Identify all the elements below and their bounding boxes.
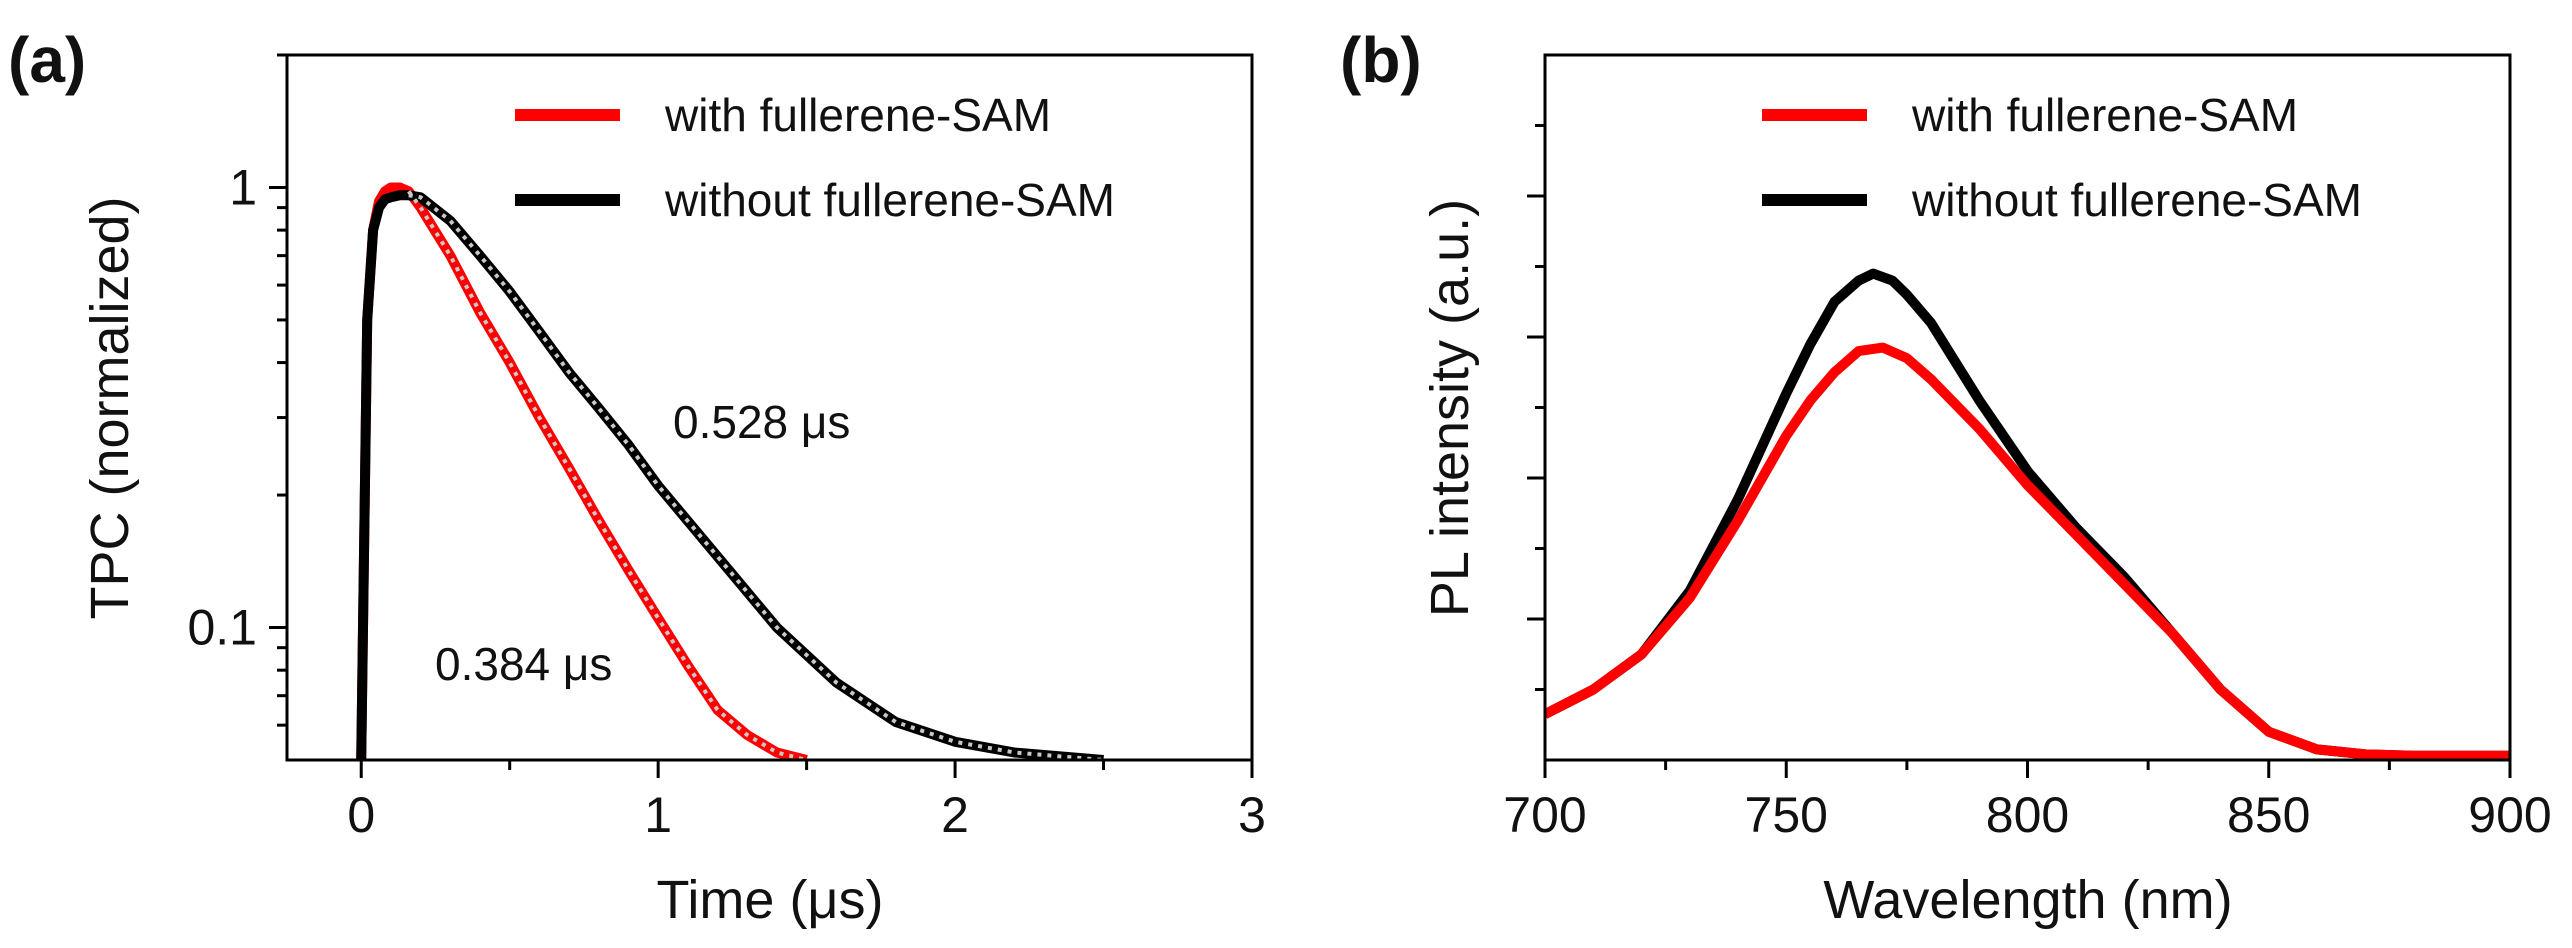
panel-b-x-axis: 700 750 800 850 900	[1503, 760, 2552, 843]
panel-b-legend: with fullerene-SAM without fullerene-SAM	[1762, 89, 2362, 226]
panel-b-legend-label-without: without fullerene-SAM	[1911, 174, 2362, 226]
panel-a-fit-line-1	[408, 193, 1104, 760]
panel-b-series	[1545, 268, 2510, 760]
panel-a-fit-line-0	[407, 190, 808, 760]
panel-b-plot-frame	[1543, 53, 2512, 762]
panel-a-series	[356, 182, 1104, 760]
panel-a-annotation-with: 0.384 μs	[435, 638, 612, 690]
panel-a-y-tick-label: 1	[229, 159, 257, 215]
panel-a-x-tick-label: 3	[1238, 787, 1266, 843]
panel-b-x-tick-label: 750	[1745, 787, 1828, 843]
panel-b-x-tick-label: 700	[1503, 787, 1586, 843]
panel-a-label: (a)	[8, 24, 86, 96]
panel-b-x-axis-title: Wavelength (nm)	[1823, 870, 2232, 930]
panel-b-y-axis	[1527, 124, 1545, 691]
panel-a-legend-label-without: without fullerene-SAM	[664, 174, 1115, 226]
panel-a-x-tick-label: 2	[941, 787, 969, 843]
panel-a-series-line-1	[356, 190, 1104, 760]
panel-a-x-tick-label: 0	[347, 787, 375, 843]
panel-a-x-axis: 0 1 2 3	[347, 760, 1266, 843]
panel-a-x-axis-title: Time (μs)	[656, 870, 883, 930]
panel-b-series-line-1	[1545, 268, 2510, 760]
panel-b: (b) 700 750 800 850 900 Wavelength (nm) PL i…	[1340, 24, 2552, 930]
panel-b-x-tick-label: 900	[2468, 787, 2551, 843]
panel-b-x-tick-label: 800	[1986, 787, 2069, 843]
panel-a-legend-label-with: with fullerene-SAM	[664, 89, 1051, 141]
panel-a-annotation-without: 0.528 μs	[673, 396, 850, 448]
panel-a-y-tick-label: 0.1	[187, 600, 257, 656]
panel-a-legend: with fullerene-SAM without fullerene-SAM	[515, 89, 1115, 226]
panel-b-series-line-0	[1545, 342, 2510, 760]
panel-a-y-axis-title: TPC (normalized)	[80, 196, 140, 619]
panel-b-x-tick-label: 850	[2227, 787, 2310, 843]
panel-a-plot-frame	[285, 53, 1254, 762]
panel-b-y-axis-title: PL intensity (a.u.)	[1420, 199, 1480, 617]
panel-b-label: (b)	[1340, 24, 1422, 96]
panel-a-x-tick-label: 1	[644, 787, 672, 843]
panel-a-fit-lines	[407, 190, 1104, 760]
panel-a-y-axis: 0.11	[187, 53, 287, 727]
panel-b-legend-label-with: with fullerene-SAM	[1911, 89, 2298, 141]
